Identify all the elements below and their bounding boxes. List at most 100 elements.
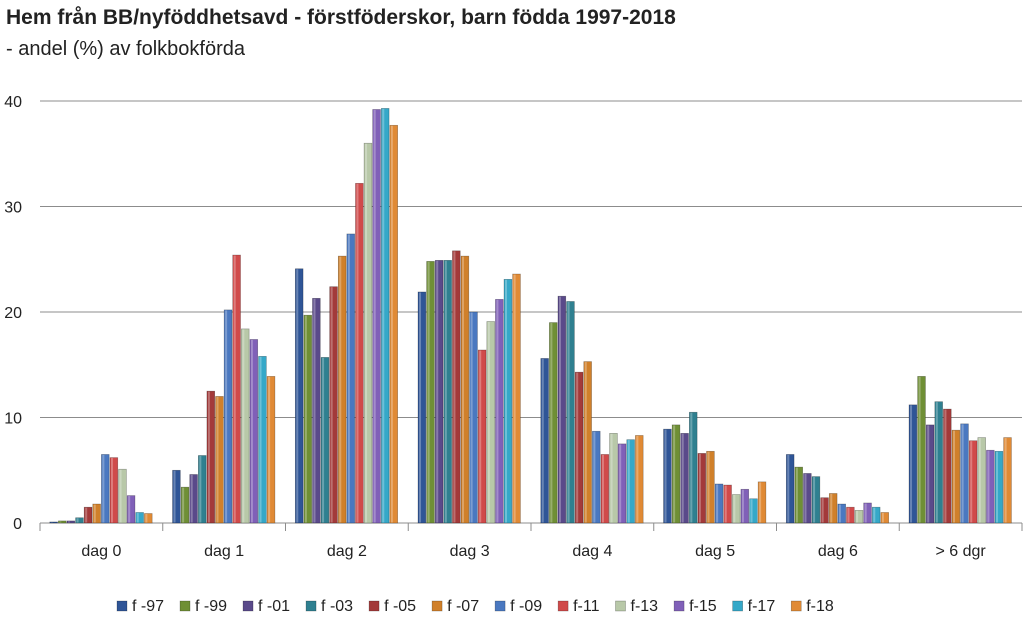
bar-highlight <box>795 467 798 523</box>
bar-highlight <box>881 512 884 523</box>
bar-highlight <box>733 495 736 523</box>
bar-highlight <box>296 269 299 523</box>
bar <box>180 486 190 524</box>
bar <box>803 473 812 524</box>
x-tick-label: dag 2 <box>327 543 367 560</box>
bar-highlight <box>558 296 561 523</box>
bar <box>92 503 101 524</box>
legend-swatch <box>179 600 191 612</box>
bar <box>66 520 76 524</box>
legend-label: f -01 <box>258 598 290 615</box>
bar-highlight <box>59 521 62 523</box>
legend-label: f -99 <box>195 598 227 615</box>
bar <box>863 502 872 524</box>
bar-highlight <box>427 261 430 523</box>
bar-highlight <box>910 405 913 523</box>
bar <box>363 142 373 524</box>
legend-label: f-17 <box>748 598 776 615</box>
bar <box>223 309 233 524</box>
bar-highlight <box>741 489 744 523</box>
bar <box>337 255 347 524</box>
legend-label: f-11 <box>573 598 599 615</box>
bar <box>732 494 741 524</box>
bar <box>968 440 978 524</box>
bar <box>917 376 926 524</box>
bar <box>126 495 136 524</box>
bar-highlight <box>67 521 70 523</box>
bar <box>960 423 969 524</box>
bar-highlight <box>750 499 753 523</box>
bar-highlight <box>470 312 473 523</box>
bar-highlight <box>953 430 956 523</box>
bar-highlight <box>182 487 185 523</box>
y-tick-label: 10 <box>4 411 22 428</box>
bar-highlight <box>584 362 587 523</box>
bar <box>600 454 610 524</box>
legend-swatch <box>673 600 685 612</box>
bar <box>232 254 241 524</box>
bar-highlight <box>233 255 236 523</box>
bar-highlight <box>136 512 139 523</box>
legend-swatch <box>732 600 743 612</box>
legend-swatch <box>790 600 802 612</box>
bar <box>109 457 119 524</box>
bar-highlight <box>110 458 113 523</box>
bar-highlight <box>873 507 876 523</box>
x-tick-label: dag 5 <box>695 543 735 560</box>
bar <box>749 498 758 524</box>
bar-highlight <box>813 477 816 523</box>
bar <box>663 428 672 524</box>
bar-highlight <box>390 125 393 523</box>
bar <box>540 358 549 524</box>
bar-highlight <box>610 433 613 523</box>
bar-highlight <box>787 454 790 523</box>
bar <box>503 278 513 524</box>
bar-highlight <box>830 493 833 523</box>
bar <box>495 299 504 524</box>
bar-highlight <box>173 470 176 523</box>
bar <box>837 503 846 524</box>
bar-highlight <box>1004 438 1007 523</box>
bar-highlight <box>664 429 667 523</box>
bar <box>925 424 935 524</box>
legend-label: f -05 <box>384 598 416 615</box>
bar-highlight <box>838 504 841 523</box>
bar-highlight <box>356 183 359 523</box>
bar-highlight <box>847 507 850 523</box>
bar <box>389 124 398 524</box>
bar <box>452 250 461 524</box>
bar-highlight <box>313 298 316 523</box>
legend-label: f -97 <box>132 598 164 615</box>
bar <box>355 182 364 524</box>
bar <box>609 433 618 524</box>
bar-highlight <box>690 412 693 523</box>
bar <box>697 453 707 524</box>
bar-highlight <box>593 431 596 523</box>
bar <box>828 493 838 524</box>
bar-highlight <box>330 287 333 523</box>
chart-title: Hem från BB/nyföddhetsavd - förstfödersk… <box>6 6 676 29</box>
bar <box>329 286 338 524</box>
bar <box>689 411 698 524</box>
bar-highlight <box>93 504 96 523</box>
bar <box>303 314 312 524</box>
legend-swatch <box>242 600 254 612</box>
bar <box>880 512 889 524</box>
bar <box>135 512 144 524</box>
bar-highlight <box>207 391 210 523</box>
bar <box>574 371 584 524</box>
bar <box>549 322 558 524</box>
legend-label: f-18 <box>806 598 834 615</box>
bar <box>118 468 127 524</box>
y-tick-label: 0 <box>13 516 22 533</box>
bar-highlight <box>944 409 947 523</box>
bar <box>486 321 495 524</box>
bar-highlight <box>550 323 553 523</box>
bar <box>144 513 153 524</box>
legend-swatch <box>431 600 443 612</box>
bar-highlight <box>268 376 271 523</box>
x-tick-label: > 6 dgr <box>935 543 986 560</box>
bar <box>680 433 689 524</box>
bar <box>198 455 207 524</box>
bar <box>49 521 58 524</box>
